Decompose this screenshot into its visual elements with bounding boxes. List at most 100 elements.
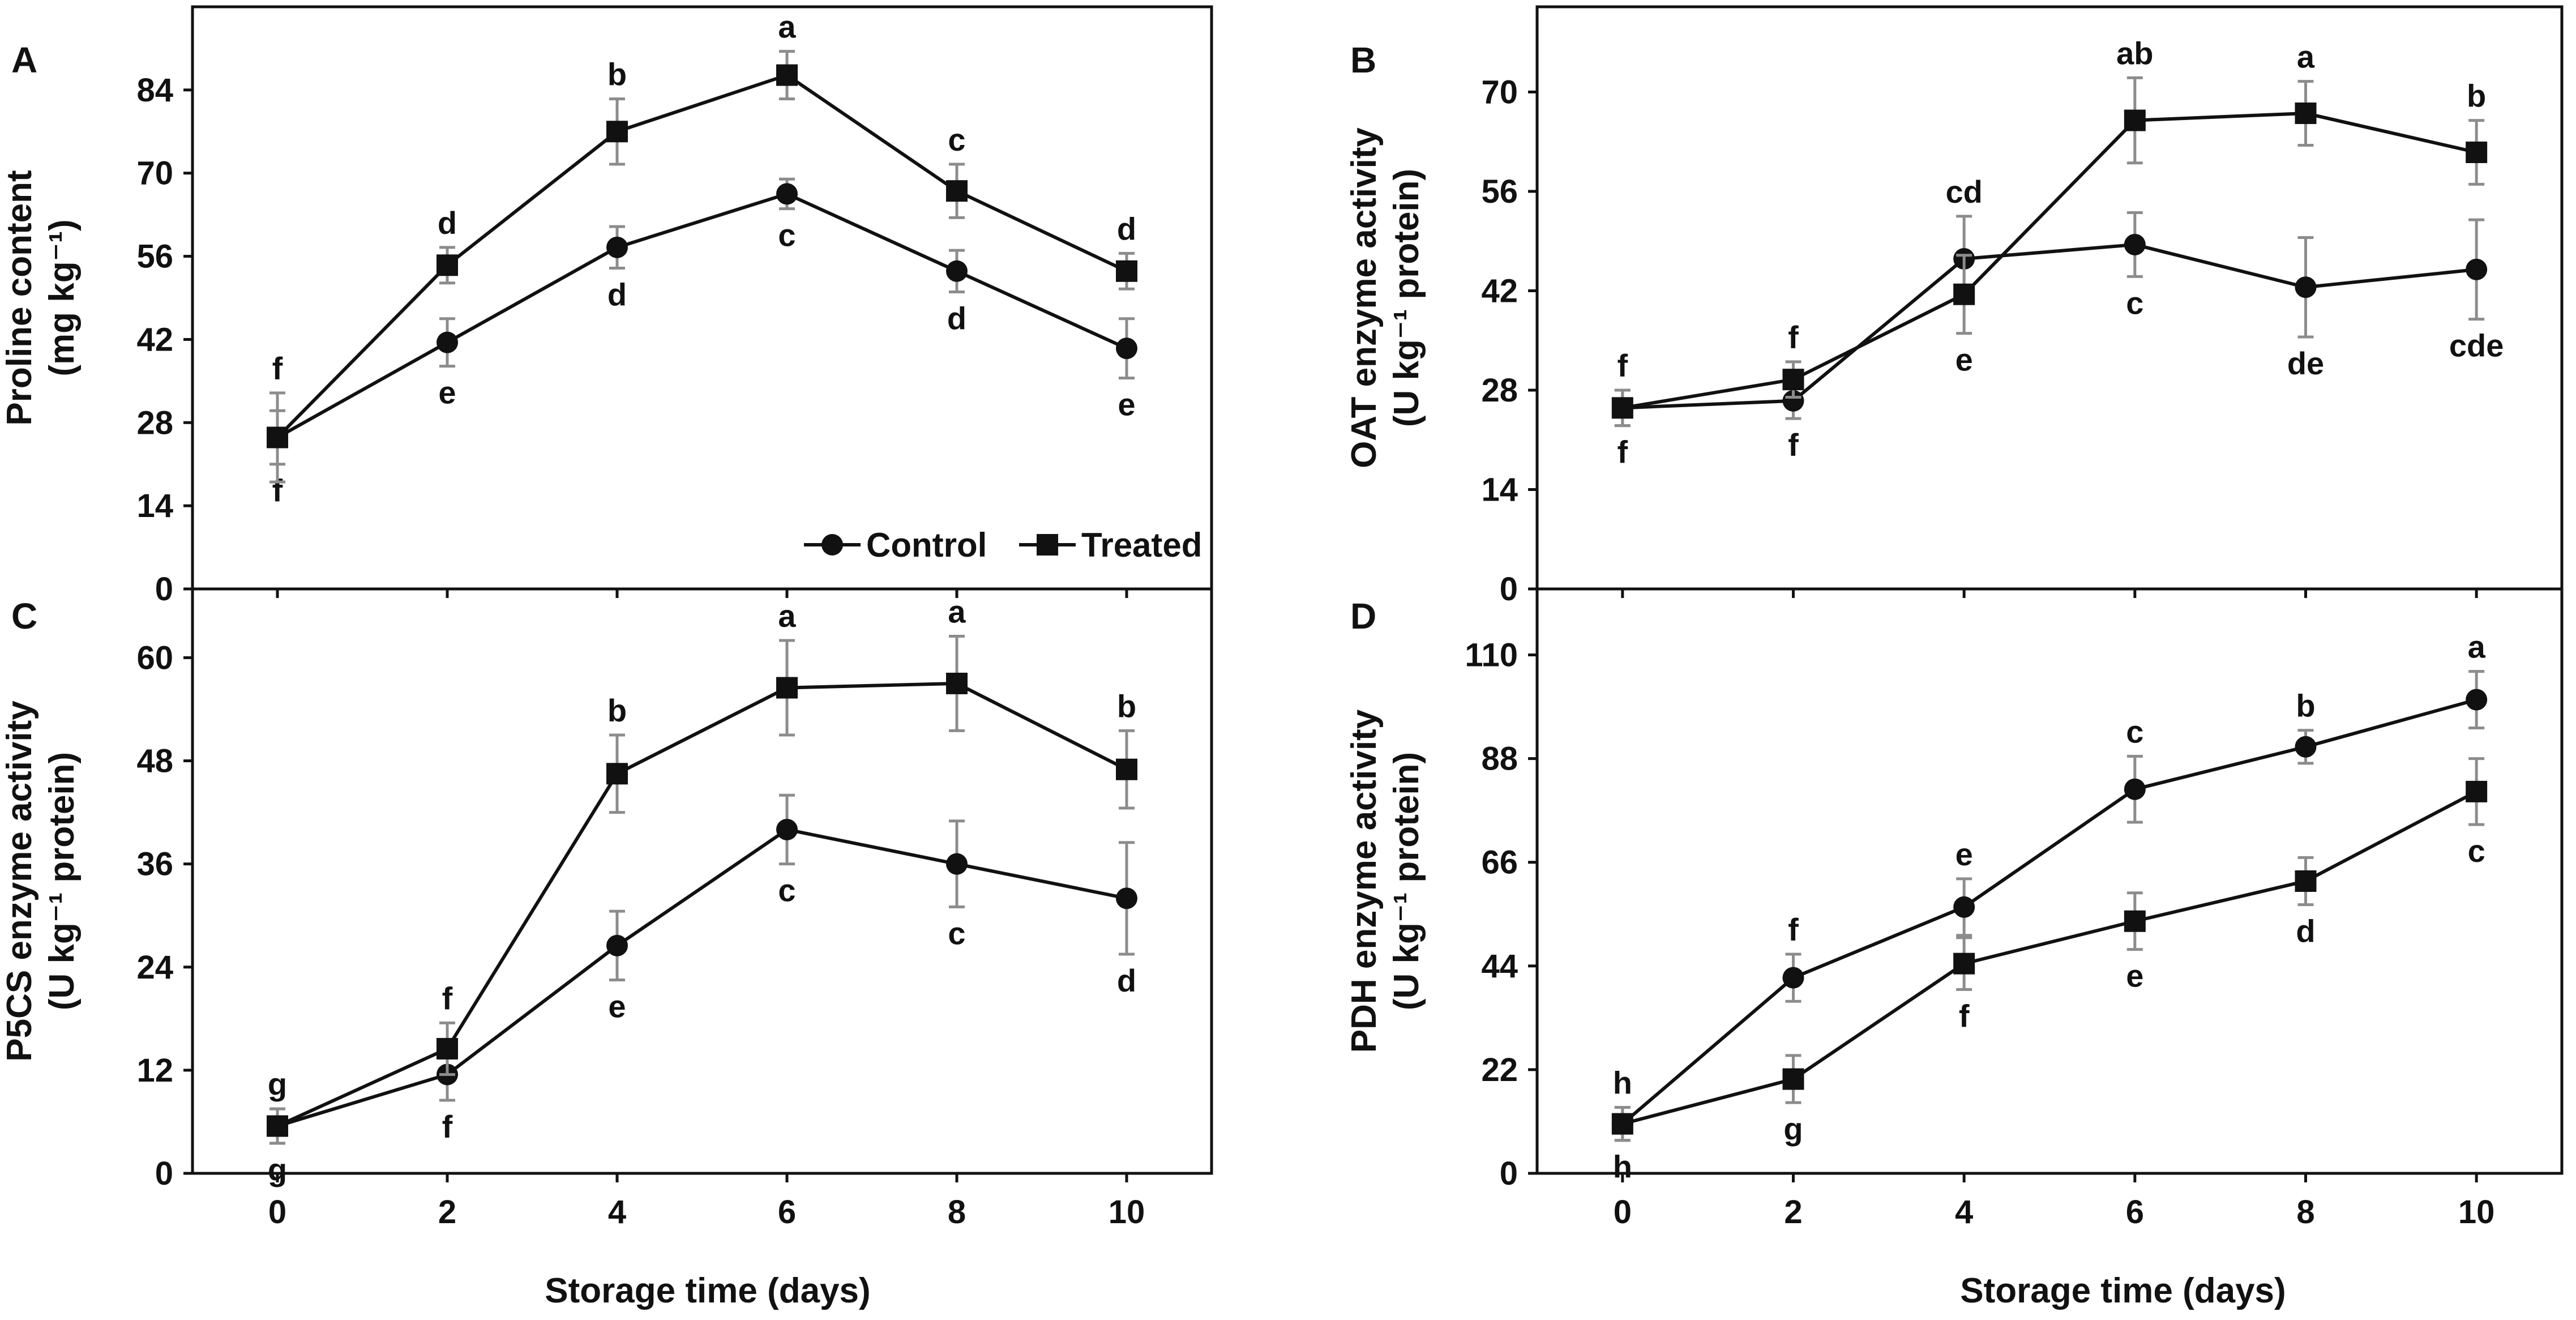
data-point [606, 236, 628, 258]
series-line [276, 73, 1128, 439]
significance-letter: b [607, 57, 627, 92]
x-tick-label: 2 [1784, 1194, 1802, 1231]
series-line [1622, 112, 2477, 410]
x-tick-label: 0 [1614, 1194, 1632, 1231]
legend-item-control: Control [804, 526, 987, 564]
series-treated: h g f e d c [1611, 757, 2488, 1185]
y-tick-label: 36 [136, 846, 173, 883]
y-tick-label: 56 [136, 238, 173, 275]
x-tick-label: 10 [1109, 1194, 1145, 1231]
significance-letter: g [1783, 1111, 1803, 1147]
significance-letter: f [1788, 319, 1799, 355]
series-line [277, 827, 1127, 1128]
data-point [776, 183, 798, 205]
significance-letter: a [948, 593, 966, 629]
significance-letter: ab [2116, 35, 2153, 71]
y-tick-label: 42 [136, 321, 173, 358]
data-point [2295, 276, 2317, 298]
significance-letter: e [1118, 387, 1135, 422]
significance-letter: a [2468, 629, 2486, 665]
data-point [2466, 142, 2488, 163]
significance-letter: d [947, 301, 966, 336]
data-point [2295, 870, 2317, 892]
data-point [1782, 369, 1804, 391]
y-tick-label: 44 [1481, 948, 1518, 985]
y-axis-label: PDH enzyme activity [1345, 709, 1384, 1053]
significance-letter: de [2287, 345, 2324, 381]
significance-letter: d [438, 205, 457, 241]
data-point [2466, 780, 2488, 802]
data-point [437, 254, 458, 276]
y-tick-label: 84 [136, 72, 173, 109]
significance-letter: g [268, 1066, 287, 1102]
x-tick-label: 4 [1955, 1194, 1973, 1231]
y-axis-unit-label: (mg kg⁻¹) [42, 219, 82, 376]
significance-letter: e [1955, 836, 1973, 872]
x-tick-label: 6 [2126, 1194, 2144, 1231]
significance-letter: f [442, 980, 453, 1016]
significance-letter: b [2467, 78, 2486, 114]
y-tick-label: 12 [136, 1052, 173, 1089]
significance-letter: c [778, 873, 795, 908]
significance-letter: h [1613, 1149, 1632, 1185]
data-point [946, 180, 968, 202]
panel-a: A 0 14 28 42 56 70 84 Proline content (mg kg⁻¹) f e… [0, 5, 1213, 608]
data-point [776, 677, 798, 699]
x-tick-label: 10 [2458, 1194, 2495, 1231]
significance-letter: f [272, 351, 283, 386]
data-point [2295, 102, 2317, 125]
significance-letter: f [1788, 427, 1799, 463]
data-point [2466, 689, 2488, 711]
significance-letter: a [778, 9, 796, 45]
significance-letter: cd [1945, 174, 1982, 210]
data-point [1116, 338, 1137, 360]
x-tick-label: 2 [438, 1194, 456, 1231]
data-point [437, 1037, 458, 1060]
significance-letter: d [2296, 913, 2315, 949]
significance-letter: e [2126, 958, 2143, 994]
y-tick-label: 60 [136, 639, 173, 676]
y-tick-label: 28 [136, 404, 173, 441]
x-axis-label-left: Storage time (days) [545, 1271, 870, 1310]
significance-letter: f [1788, 912, 1799, 947]
y-tick-label: 0 [1500, 1155, 1518, 1192]
x-tick-label: 6 [778, 1194, 796, 1231]
data-point [946, 260, 968, 282]
y-tick-label: 110 [1465, 637, 1518, 674]
panel-b: B 0 14 28 42 56 70 OAT enzyme activity (U kg⁻¹ p… [1345, 5, 2564, 608]
y-tick-label: 66 [1481, 844, 1518, 881]
data-point [1782, 967, 1804, 989]
y-tick-label: 88 [1481, 741, 1518, 778]
y-tick-label: 24 [136, 949, 173, 986]
panel-letter: D [1350, 596, 1376, 636]
data-point [2124, 910, 2146, 932]
legend: Control Treated [804, 526, 1202, 564]
significance-letter: c [2468, 833, 2485, 869]
y-tick-label: 48 [136, 743, 173, 780]
legend-marker [821, 534, 843, 556]
x-tick-label: 8 [948, 1194, 966, 1231]
significance-letter: c [2126, 285, 2143, 321]
legend-label: Treated [1081, 526, 1202, 564]
data-point [1116, 887, 1137, 909]
data-point [946, 853, 968, 875]
significance-letter: c [2126, 714, 2143, 749]
significance-letter: a [2297, 39, 2315, 75]
data-point [1611, 1113, 1633, 1135]
data-point [606, 121, 628, 143]
series-line [276, 681, 1128, 1128]
significance-letter: f [1959, 998, 1970, 1033]
data-point [776, 818, 798, 840]
y-axis-unit-label: (U kg⁻¹ protein) [1387, 752, 1426, 1010]
significance-letter: f [1618, 348, 1628, 383]
y-axis-label: OAT enzyme activity [1345, 127, 1384, 468]
y-tick-label: 22 [1481, 1052, 1518, 1088]
significance-letter: e [608, 989, 626, 1024]
panel-letter: A [11, 40, 37, 80]
series-line [1622, 242, 2477, 410]
significance-letter: c [778, 217, 795, 253]
data-point [2124, 233, 2146, 255]
panel-d: D 0 22 44 66 88 110 0 2 4 6 8 10 PDH enzyme activity(… [1345, 587, 2564, 1231]
y-axis-unit-label: (U kg⁻¹ protein) [1387, 169, 1426, 427]
